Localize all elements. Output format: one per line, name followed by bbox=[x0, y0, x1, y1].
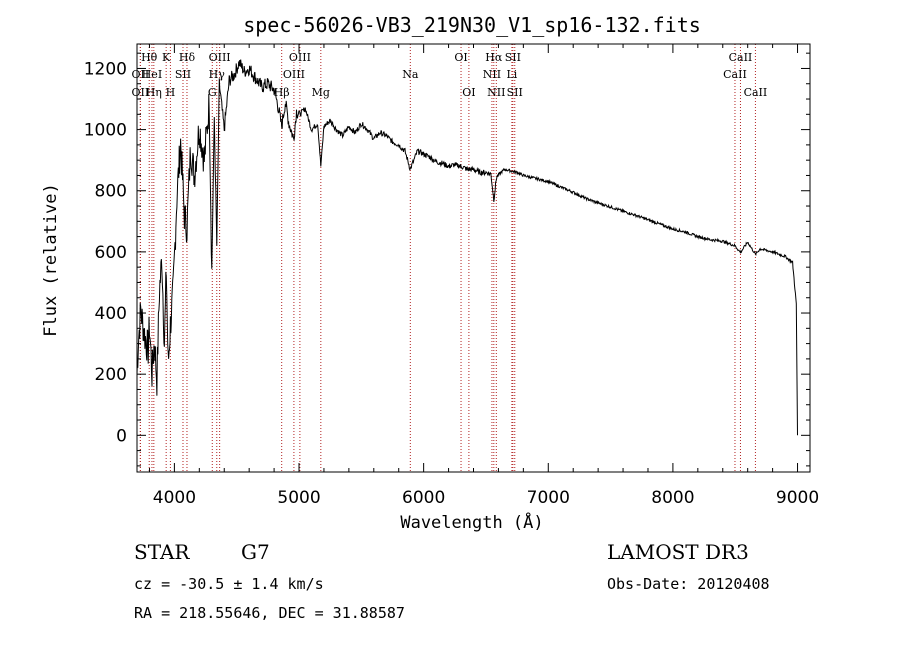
x-axis-label: Wavelength (Å) bbox=[400, 511, 543, 533]
line-marker-label: CaII bbox=[729, 51, 753, 64]
line-marker-label: OIII bbox=[209, 51, 231, 64]
line-marker-label: NII bbox=[483, 68, 501, 81]
y-axis-ticks: 0 200 400 600 800 1000 1200 bbox=[84, 52, 810, 467]
plot-frame bbox=[136, 43, 811, 473]
line-marker-label: Li bbox=[506, 68, 517, 81]
object-class: STAR bbox=[134, 540, 190, 564]
line-marker-label: OII bbox=[132, 86, 150, 99]
y-tick-label: 1000 bbox=[84, 121, 127, 141]
flux-series-line bbox=[136, 59, 798, 436]
line-marker-label: Hη bbox=[146, 86, 162, 99]
x-tick-label: 6000 bbox=[402, 488, 445, 508]
object-subclass: G7 bbox=[241, 540, 270, 564]
line-marker-label: Hβ bbox=[274, 86, 290, 99]
line-marker-label: OIII bbox=[289, 51, 311, 64]
x-axis-ticks: 4000 5000 6000 7000 8000 9000 bbox=[148, 44, 819, 508]
y-tick-label: 1200 bbox=[84, 59, 127, 79]
line-marker-label: HeI bbox=[142, 68, 162, 81]
x-tick-label: 7000 bbox=[527, 488, 570, 508]
line-marker-label: Hθ bbox=[141, 51, 158, 64]
line-marker-label: NII bbox=[487, 86, 505, 99]
line-marker-label: OI bbox=[462, 86, 475, 99]
line-marker-label: H bbox=[166, 86, 176, 99]
line-marker-label: Hγ bbox=[209, 68, 226, 81]
y-tick-label: 800 bbox=[95, 182, 127, 202]
line-marker-label: SII bbox=[175, 68, 191, 81]
x-tick-label: 5000 bbox=[277, 488, 320, 508]
survey-name: LAMOST DR3 bbox=[607, 540, 749, 564]
line-marker-label: Hδ bbox=[179, 51, 196, 64]
line-marker-label: CaII bbox=[744, 86, 768, 99]
y-tick-label: 0 bbox=[116, 426, 127, 446]
x-tick-label: 4000 bbox=[153, 488, 196, 508]
line-marker-label: CaII bbox=[723, 68, 747, 81]
x-tick-label: 9000 bbox=[776, 488, 819, 508]
coordinates-text: RA = 218.55646, DEC = 31.88587 bbox=[134, 604, 405, 622]
line-marker-label: Mg bbox=[312, 86, 330, 99]
line-marker-label: K bbox=[162, 51, 171, 64]
line-marker-label: SII bbox=[507, 86, 523, 99]
x-tick-label: 8000 bbox=[651, 488, 694, 508]
line-marker-label: OI bbox=[454, 51, 467, 64]
obs-date-text: Obs-Date: 20120408 bbox=[607, 575, 770, 593]
line-marker-label: OII bbox=[132, 68, 150, 81]
y-tick-label: 400 bbox=[95, 304, 127, 324]
line-marker-label: SII bbox=[505, 51, 521, 64]
spectral-line-markers bbox=[139, 44, 756, 472]
y-tick-label: 600 bbox=[95, 243, 127, 263]
chart-title: spec-56026-VB3_219N30_V1_sp16-132.fits bbox=[243, 13, 701, 37]
line-marker-label: Hα bbox=[485, 51, 503, 64]
line-marker-label: OIII bbox=[283, 68, 305, 81]
y-axis-label: Flux (relative) bbox=[41, 183, 61, 337]
redshift-text: cz = -30.5 ± 1.4 km/s bbox=[134, 575, 324, 593]
y-tick-label: 200 bbox=[95, 365, 127, 385]
line-marker-label: Na bbox=[402, 68, 419, 81]
line-marker-label: G bbox=[208, 86, 217, 99]
